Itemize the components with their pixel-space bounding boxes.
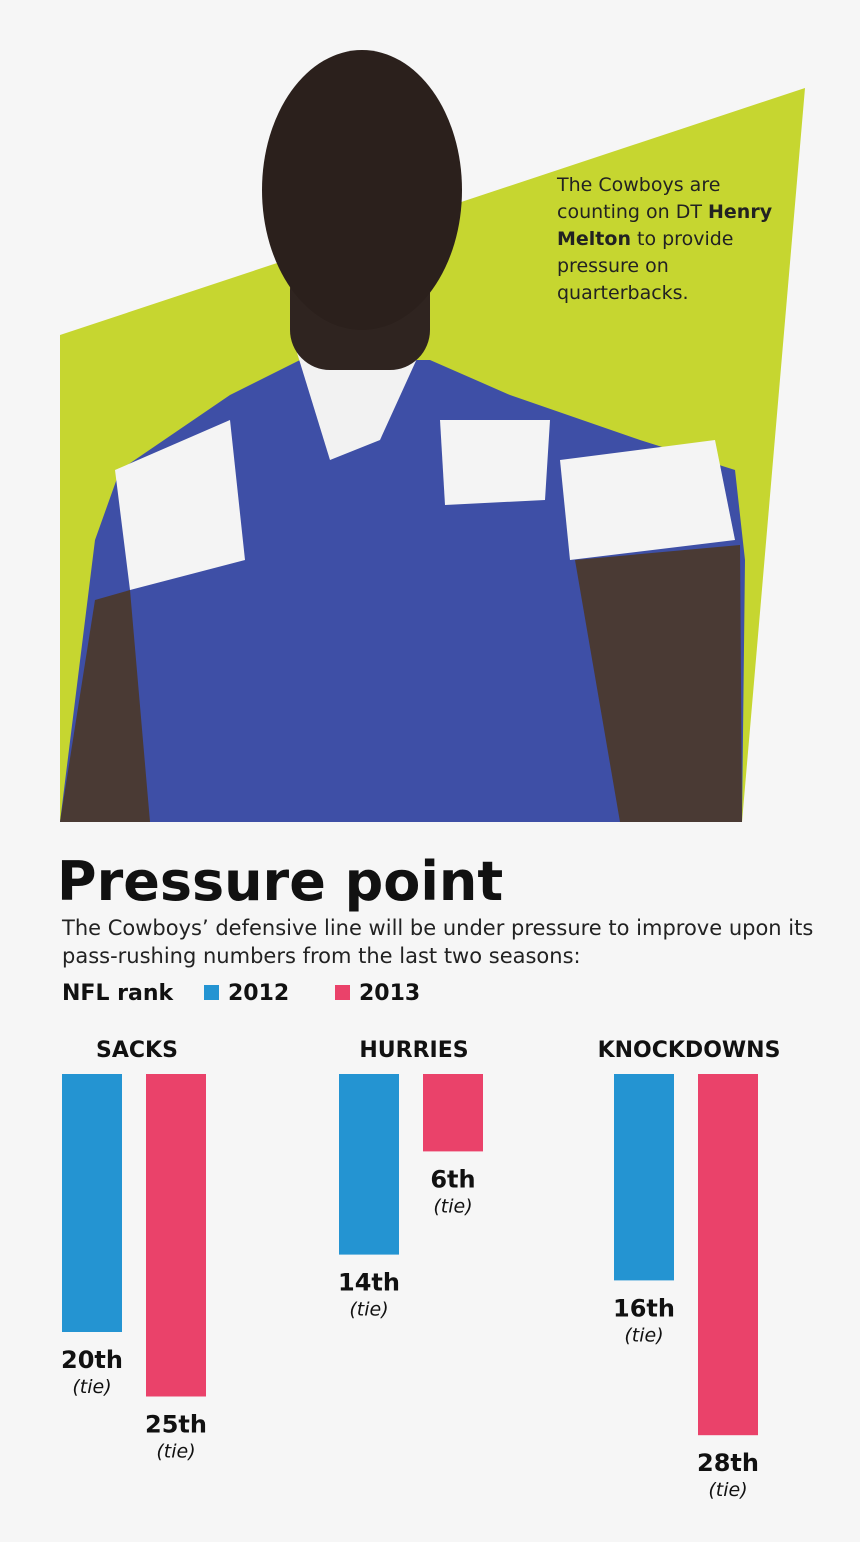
value-note: (tie) xyxy=(349,1299,388,1321)
caption-name: Henry Melton xyxy=(557,201,773,250)
chart-subtitle: The Cowboys’ defensive line will be unde… xyxy=(62,916,814,968)
legend-label: 2012 xyxy=(228,981,289,1006)
value-note: (tie) xyxy=(156,1441,195,1463)
value-note: (tie) xyxy=(72,1376,111,1398)
value-note: (tie) xyxy=(624,1324,663,1346)
category-label: KNOCKDOWNS xyxy=(598,1038,781,1063)
caption-text: to provide pressure on quarterbacks. xyxy=(557,228,734,304)
photo-caption: The Cowboys are counting on DT Henry Mel… xyxy=(557,172,787,307)
category-label: SACKS xyxy=(96,1038,178,1063)
bar xyxy=(423,1074,483,1152)
value-note: (tie) xyxy=(708,1479,747,1501)
caption-text: The Cowboys are counting on DT xyxy=(557,174,721,223)
chart-title: Pressure point xyxy=(57,850,503,913)
value-note: (tie) xyxy=(433,1195,472,1217)
legend-label: 2013 xyxy=(359,981,420,1006)
value-label: 28th xyxy=(697,1449,759,1477)
legend-swatch xyxy=(204,985,219,1000)
legend-title: NFL rank xyxy=(62,981,174,1006)
player-illustration xyxy=(60,50,745,822)
value-label: 14th xyxy=(338,1269,400,1297)
bar xyxy=(614,1074,674,1281)
bar xyxy=(146,1074,206,1397)
category-label: HURRIES xyxy=(359,1038,468,1063)
value-label: 25th xyxy=(145,1411,207,1439)
bar xyxy=(698,1074,758,1436)
value-label: 16th xyxy=(613,1294,675,1322)
legend-swatch xyxy=(335,985,350,1000)
value-label: 20th xyxy=(61,1346,123,1374)
value-label: 6th xyxy=(430,1165,475,1193)
bar xyxy=(62,1074,122,1332)
bar xyxy=(339,1074,399,1255)
